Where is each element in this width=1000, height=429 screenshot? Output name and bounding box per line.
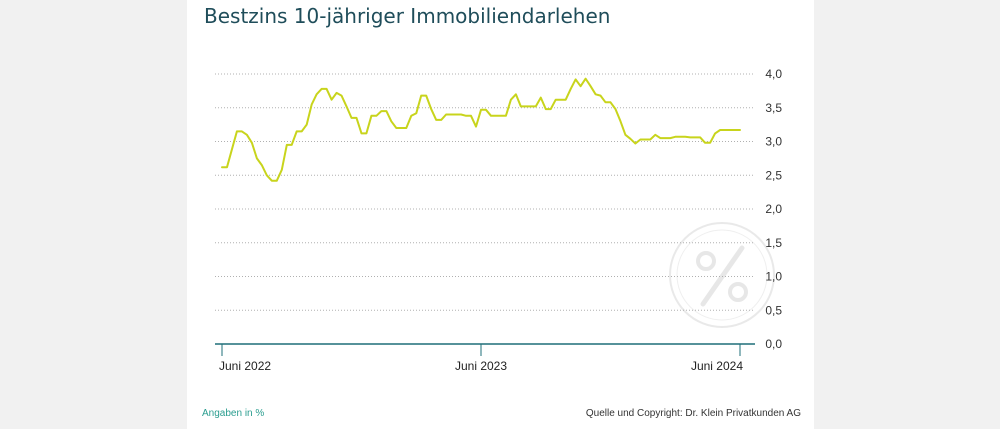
chart-title: Bestzins 10-jähriger Immobiliendarlehen	[204, 4, 611, 28]
series-layer	[221, 77, 741, 182]
x-tick-label: Juni 2024	[691, 359, 743, 373]
series-line	[221, 77, 741, 182]
units-note: Angaben in %	[202, 408, 265, 419]
y-axis-ticks: 0,0 0,5 1,0 1,5 2,0 2,5 3,0 3,5 4,0	[765, 67, 782, 351]
y-tick-label: 2,0	[765, 202, 782, 216]
y-tick-label: 1,0	[765, 270, 782, 284]
x-tick-label: Juni 2023	[455, 359, 507, 373]
chart-card: Bestzins 10-jähriger Immobiliendarlehen …	[187, 0, 814, 429]
grid-lines	[215, 73, 755, 311]
source-note: Quelle und Copyright: Dr. Klein Privatku…	[585, 408, 801, 419]
y-tick-label: 4,0	[765, 67, 782, 81]
y-tick-label: 0,0	[765, 337, 782, 351]
percent-circle-icon	[669, 222, 775, 328]
x-axis: Juni 2022 Juni 2023 Juni 2024	[215, 343, 755, 373]
y-tick-label: 1,5	[765, 236, 782, 250]
y-tick-label: 3,5	[765, 101, 782, 115]
line-chart: 0,00,51,01,52,02,53,03,54,0 Juni 2022 Jun…	[215, 67, 782, 373]
y-tick-label: 3,0	[765, 135, 782, 149]
y-tick-label: 0,5	[765, 303, 782, 317]
y-tick-label: 2,5	[765, 168, 782, 182]
x-tick-label: Juni 2022	[219, 359, 271, 373]
